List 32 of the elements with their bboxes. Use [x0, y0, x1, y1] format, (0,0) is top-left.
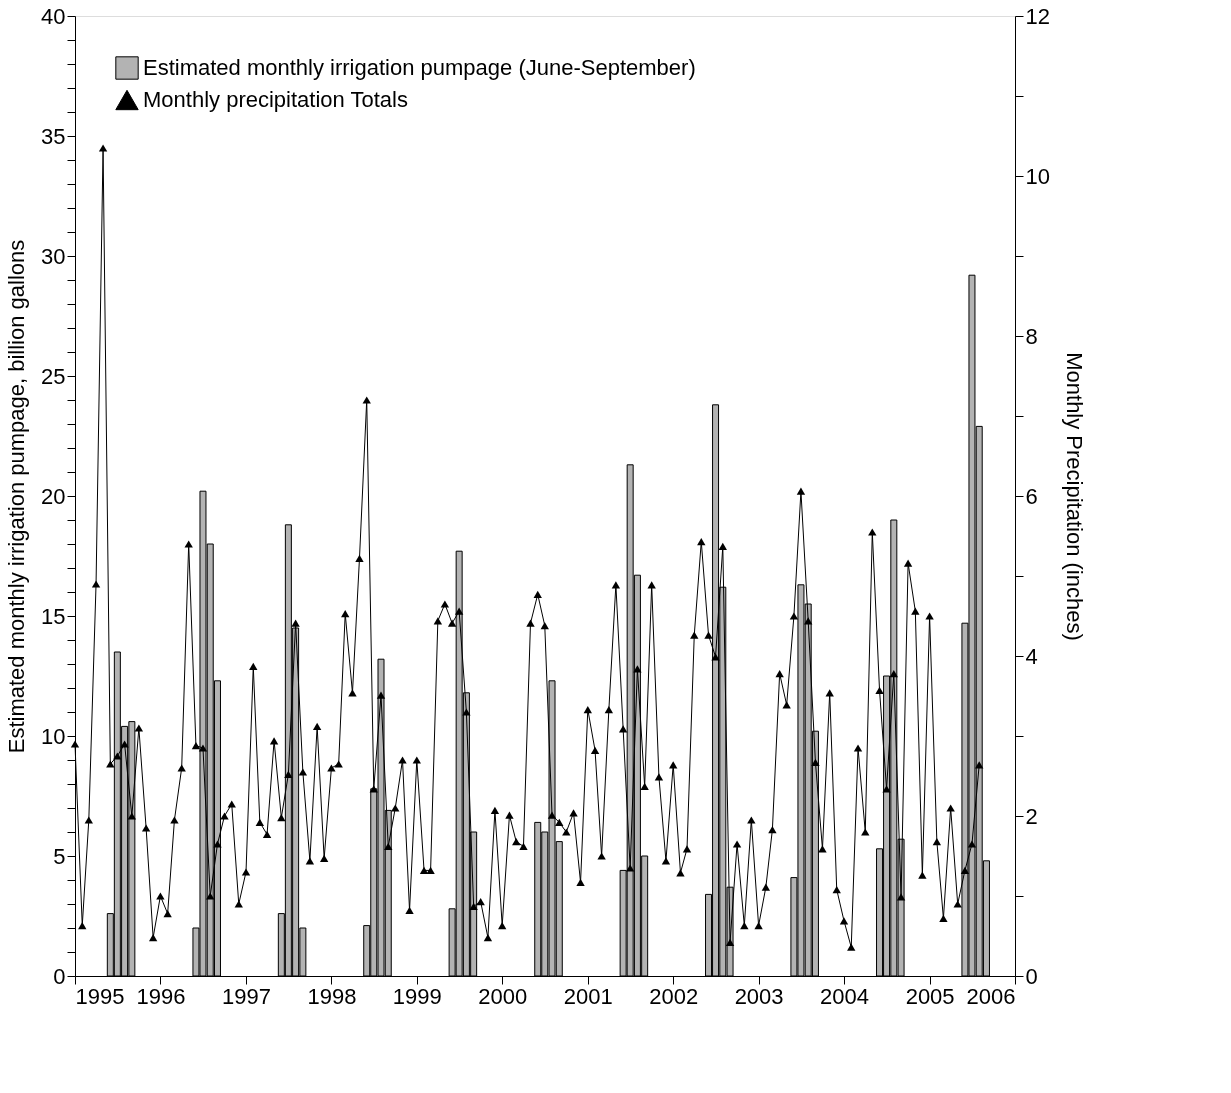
- legend-label: Estimated monthly irrigation pumpage (June-September): [143, 55, 696, 80]
- y2-tick-label: 6: [1025, 483, 1038, 509]
- y-tick-label: 35: [41, 123, 66, 149]
- x-tick-label: 2002: [649, 983, 699, 1009]
- x-tick-label: 1996: [136, 983, 186, 1009]
- x-tick-label: 1999: [392, 983, 442, 1009]
- y2-axis-title: Monthly Precipitation (inches): [1061, 352, 1087, 641]
- y2-tick-label: 2: [1025, 803, 1038, 829]
- x-tick-label: 1997: [222, 983, 271, 1009]
- y2-tick-label: 10: [1025, 163, 1050, 189]
- y2-tick-label: 0: [1025, 963, 1038, 989]
- y-tick-label: 15: [41, 603, 66, 629]
- x-tick-label: 2003: [734, 983, 784, 1009]
- y-axis-title: Estimated monthly irrigation pumpage, billion gallons: [4, 239, 30, 754]
- x-tick-label: 2000: [478, 983, 528, 1009]
- y-tick-label: 30: [41, 243, 66, 269]
- y-tick-label: 20: [41, 483, 66, 509]
- y-tick-label: 5: [53, 843, 66, 869]
- y-tick-label: 40: [41, 3, 66, 29]
- y-tick-label: 0: [53, 963, 66, 989]
- x-tick-label: 1998: [307, 983, 357, 1009]
- x-tick-label: 1995: [75, 983, 125, 1009]
- legend-label: Monthly precipitation Totals: [143, 87, 408, 112]
- y2-tick-label: 4: [1025, 643, 1038, 669]
- y2-tick-label: 12: [1025, 3, 1050, 29]
- y-tick-label: 10: [41, 723, 66, 749]
- y2-tick-label: 8: [1025, 323, 1038, 349]
- x-tick-label: 2005: [905, 983, 955, 1009]
- y-tick-label: 25: [41, 363, 66, 389]
- x-tick-label: 2004: [820, 983, 869, 1009]
- x-tick-label: 2001: [563, 983, 613, 1009]
- x-tick-label: 2006: [966, 983, 1016, 1009]
